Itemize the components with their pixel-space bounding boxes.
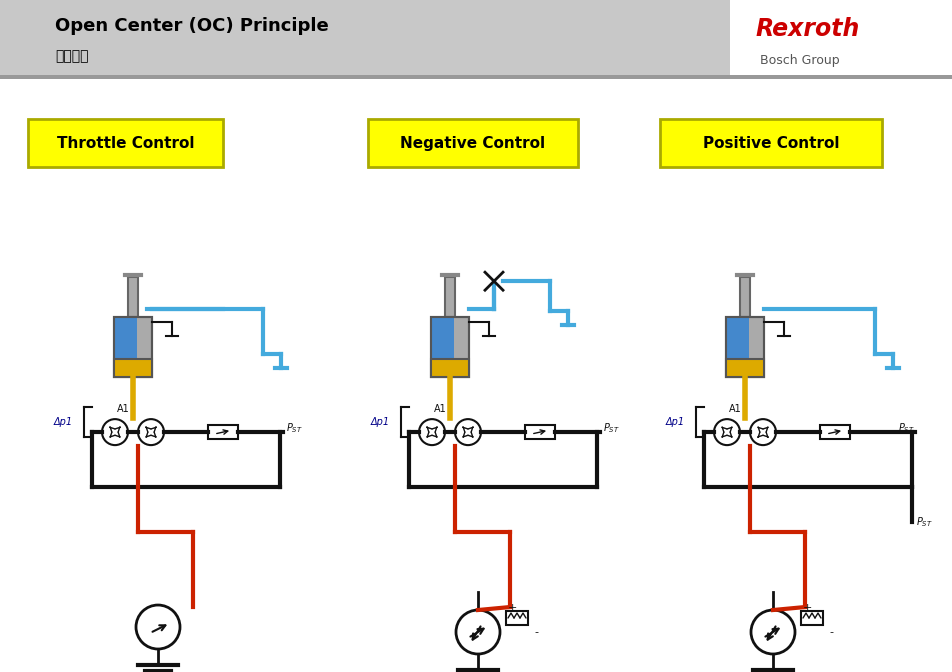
Bar bbox=[445, 277, 455, 317]
Bar bbox=[726, 359, 764, 377]
Text: +: + bbox=[508, 603, 517, 613]
Bar bbox=[801, 611, 823, 625]
Text: Negative Control: Negative Control bbox=[401, 136, 545, 151]
Text: $P_{ST}$: $P_{ST}$ bbox=[916, 515, 933, 529]
Bar bbox=[431, 359, 469, 377]
Bar bbox=[114, 317, 137, 359]
Bar bbox=[726, 317, 749, 359]
Text: A1: A1 bbox=[117, 404, 129, 414]
Text: Δp1: Δp1 bbox=[54, 417, 73, 427]
Bar bbox=[726, 317, 764, 377]
Circle shape bbox=[136, 605, 180, 649]
Circle shape bbox=[751, 610, 795, 654]
Text: -: - bbox=[534, 627, 538, 637]
Bar bbox=[726, 317, 764, 377]
Text: Bosch Group: Bosch Group bbox=[760, 54, 840, 67]
Bar bbox=[740, 277, 750, 317]
Text: Throttle Control: Throttle Control bbox=[57, 136, 194, 151]
Text: Δp1: Δp1 bbox=[666, 417, 685, 427]
Text: 开芯原理: 开芯原理 bbox=[55, 49, 89, 63]
Bar bbox=[820, 425, 850, 439]
Text: A1: A1 bbox=[728, 404, 742, 414]
Bar bbox=[0, 75, 952, 79]
Bar bbox=[431, 317, 469, 377]
Bar bbox=[28, 119, 223, 167]
Text: Open Center (OC) Principle: Open Center (OC) Principle bbox=[55, 17, 328, 35]
Bar bbox=[368, 119, 578, 167]
Bar bbox=[660, 119, 882, 167]
Text: A1: A1 bbox=[433, 404, 446, 414]
Text: -: - bbox=[829, 627, 833, 637]
Text: Δp1: Δp1 bbox=[371, 417, 390, 427]
Bar bbox=[431, 317, 454, 359]
Bar bbox=[431, 317, 469, 377]
Bar bbox=[114, 317, 152, 377]
Circle shape bbox=[456, 610, 500, 654]
Text: $P_{ST}$: $P_{ST}$ bbox=[603, 421, 620, 435]
Bar bbox=[208, 425, 238, 439]
Text: $P_{ST}$: $P_{ST}$ bbox=[286, 421, 303, 435]
Bar bbox=[128, 277, 138, 317]
Text: $P_{ST}$: $P_{ST}$ bbox=[898, 421, 915, 435]
Text: +: + bbox=[803, 603, 812, 613]
Bar bbox=[730, 0, 952, 79]
Text: Positive Control: Positive Control bbox=[703, 136, 840, 151]
Bar bbox=[114, 359, 152, 377]
Text: Rexroth: Rexroth bbox=[755, 17, 860, 41]
Bar bbox=[506, 611, 528, 625]
Bar bbox=[114, 317, 152, 377]
Bar bbox=[525, 425, 555, 439]
